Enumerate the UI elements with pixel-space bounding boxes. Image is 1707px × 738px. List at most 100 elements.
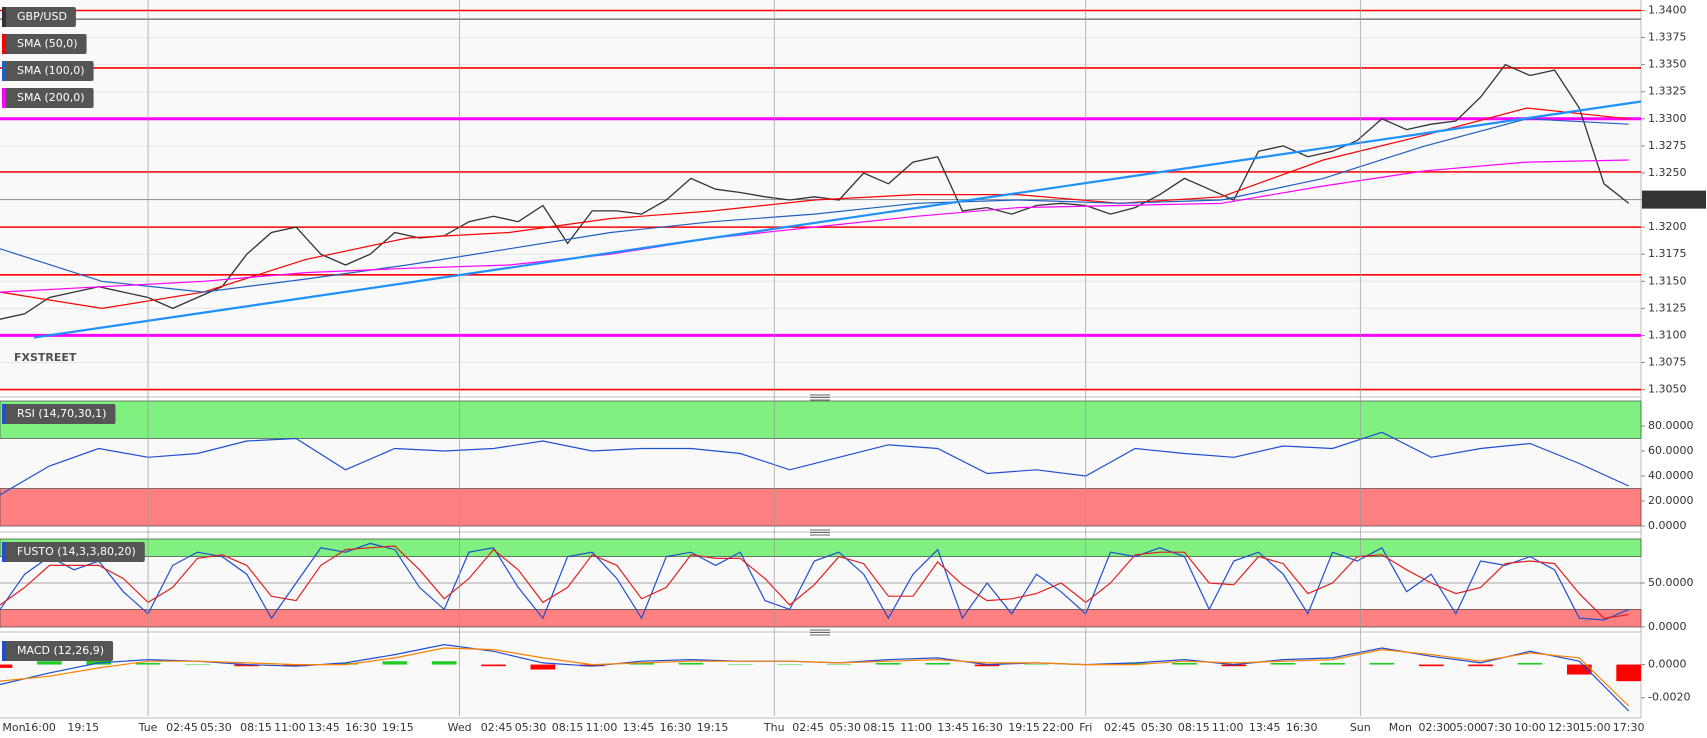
y-tick-label: 1.3125 [1648, 301, 1687, 314]
x-tick-label: 05:30 [515, 721, 547, 734]
series-line [0, 431, 1629, 496]
x-tick-label: 16:30 [1286, 721, 1318, 734]
y-tick-label: 1.3175 [1648, 247, 1687, 260]
x-tick-label: Fri [1079, 721, 1092, 734]
last-price-label: 1.32254 [1647, 193, 1697, 206]
histogram-bar [1270, 662, 1296, 665]
y-tick-label: 50.0000 [1648, 576, 1694, 589]
histogram-bar [185, 664, 210, 666]
y-tick-label: 20.0000 [1648, 494, 1694, 507]
legend-box [2, 404, 116, 424]
x-tick-label: 05:30 [1141, 721, 1173, 734]
legend-label: SMA (200,0) [17, 91, 85, 104]
histogram-bar [678, 662, 704, 665]
x-tick-label: 02:45 [1104, 721, 1136, 734]
legend-item[interactable]: RSI (14,70,30,1) [2, 404, 116, 424]
legend-box [2, 88, 94, 108]
legend-label: RSI (14,70,30,1) [17, 407, 106, 420]
legend-item[interactable]: MACD (12,26,9) [2, 641, 114, 661]
watermark: FXSTREET [14, 351, 77, 364]
x-tick-label: 08:15 [552, 721, 584, 734]
x-tick-label: 13:45 [937, 721, 969, 734]
x-tick-label: 02:45 [166, 721, 198, 734]
x-tick-label: 10:00 [1514, 721, 1546, 734]
x-tick-label: 05:30 [200, 721, 232, 734]
zone [0, 609, 1642, 628]
histogram-bar [530, 664, 556, 670]
histogram-bar [481, 664, 506, 667]
legend-box [2, 7, 76, 27]
series-line [0, 107, 1629, 310]
legend-item[interactable]: FUSTO (14,3,3,80,20) [2, 542, 145, 562]
x-tick-label: 02:45 [481, 721, 513, 734]
legend-label: MACD (12,26,9) [17, 644, 104, 657]
resize-grip[interactable] [810, 629, 830, 636]
histogram-bar [925, 662, 951, 665]
y-tick-label: 1.3250 [1648, 166, 1687, 179]
series-line [0, 542, 1629, 621]
y-tick-label: -0.0020 [1648, 691, 1690, 704]
x-tick-label: 19:15 [382, 721, 414, 734]
legend-item[interactable]: SMA (200,0) [2, 88, 94, 108]
histogram-bar [283, 664, 309, 667]
histogram-bar [333, 662, 358, 665]
y-tick-label: 1.3100 [1648, 328, 1687, 341]
x-tick-label: 19:15 [67, 721, 99, 734]
histogram-bar [1517, 662, 1543, 665]
histogram-bar [1172, 662, 1197, 665]
histogram-bar [431, 661, 457, 665]
x-tick-label: 08:15 [1178, 721, 1210, 734]
x-tick-label: Wed [448, 721, 472, 734]
histogram-bar [1024, 664, 1049, 666]
x-tick-label: 08:15 [240, 721, 272, 734]
legend-item[interactable]: GBP/USD [2, 7, 76, 27]
histogram-bar [1369, 662, 1395, 665]
series-line [0, 118, 1629, 293]
histogram-bar [1320, 662, 1345, 665]
zone [0, 488, 1642, 527]
y-tick-label: 1.3050 [1648, 383, 1687, 396]
y-tick-label: 1.3200 [1648, 220, 1687, 233]
x-tick-label: 13:45 [1249, 721, 1281, 734]
histogram-bar [974, 664, 1000, 667]
y-tick-label: 60.0000 [1648, 444, 1694, 457]
x-tick-label: 19:15 [697, 721, 729, 734]
x-tick-label: 02:45 [792, 721, 824, 734]
x-tick-label: 16:30 [971, 721, 1003, 734]
series-line [0, 545, 1629, 619]
zone [0, 400, 1642, 439]
x-tick-label: 02:30 [1418, 721, 1450, 734]
legend-label: SMA (50,0) [17, 37, 78, 50]
x-tick-label: 11:00 [274, 721, 306, 734]
x-tick-label: Thu [763, 721, 785, 734]
histogram-bar [382, 661, 408, 665]
y-tick-label: 1.3300 [1648, 112, 1687, 125]
histogram-bar [234, 664, 260, 667]
x-tick-label: 11:00 [900, 721, 932, 734]
legend-label: GBP/USD [17, 10, 67, 23]
histogram-bar [579, 664, 605, 667]
histogram-bar [727, 664, 753, 666]
resize-grip[interactable] [810, 529, 830, 536]
legend-item[interactable]: SMA (50,0) [2, 34, 87, 54]
y-tick-label: 0.0000 [1648, 519, 1687, 532]
x-tick-label: 07:30 [1480, 721, 1512, 734]
histogram-bar [0, 664, 13, 668]
legend-box [2, 542, 145, 562]
legend-label: FUSTO (14,3,3,80,20) [17, 545, 136, 558]
resize-grip[interactable] [810, 394, 830, 401]
x-tick-label: 08:15 [863, 721, 895, 734]
legend-box [2, 61, 94, 81]
legend-box [2, 34, 87, 54]
x-tick-label: 19:15 [1008, 721, 1040, 734]
series-line [0, 159, 1629, 293]
legend-item[interactable]: SMA (100,0) [2, 61, 94, 81]
x-tick-label: 22:00 [1042, 721, 1074, 734]
histogram-bar [777, 664, 802, 666]
series-line [0, 63, 1630, 320]
histogram-bar [1221, 664, 1247, 667]
histogram-bar [629, 662, 654, 665]
y-tick-label: 0.0000 [1648, 620, 1687, 633]
legend-swatch [2, 7, 6, 27]
x-tick-label: 16:30 [660, 721, 692, 734]
